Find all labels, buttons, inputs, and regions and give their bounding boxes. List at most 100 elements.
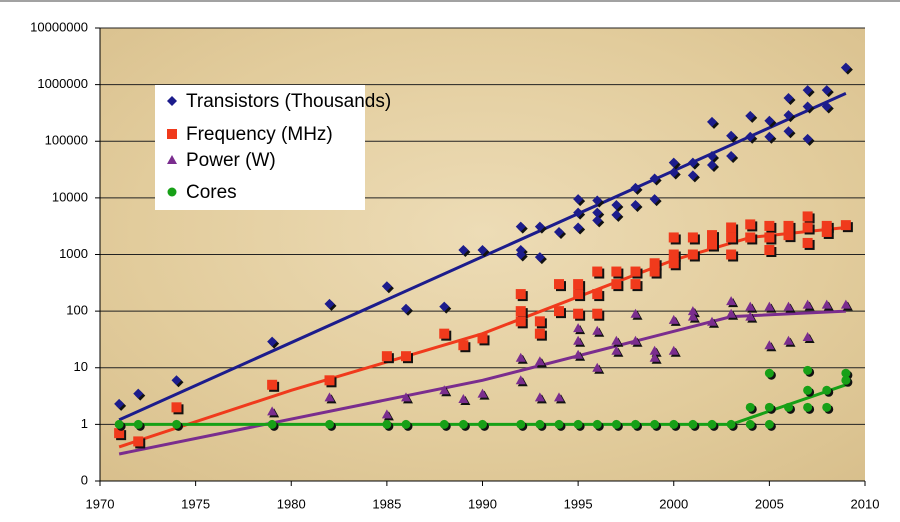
legend-label: Transistors (Thousands) (186, 91, 391, 112)
point (439, 328, 450, 339)
point (592, 289, 603, 300)
point (764, 419, 774, 429)
point (133, 419, 143, 429)
point (650, 419, 660, 429)
point (554, 306, 564, 317)
point (630, 279, 641, 290)
legend-marker (167, 129, 177, 139)
point (515, 375, 526, 385)
point (381, 351, 392, 362)
point (534, 316, 545, 327)
y-tick-label: 10000000 (30, 19, 88, 34)
point (439, 301, 450, 312)
point (458, 340, 469, 351)
point (726, 232, 737, 243)
point (783, 93, 794, 104)
point (267, 419, 277, 429)
point (515, 316, 526, 327)
point (382, 419, 392, 429)
point (477, 333, 488, 344)
point (649, 266, 660, 277)
point (515, 289, 526, 300)
point (534, 221, 545, 232)
point (745, 311, 756, 321)
point (171, 402, 182, 413)
point (803, 402, 813, 412)
point (764, 368, 774, 378)
point (668, 157, 679, 168)
point (745, 110, 756, 121)
point (611, 335, 622, 345)
point (707, 116, 717, 127)
point (841, 368, 851, 378)
point (114, 428, 125, 439)
y-tick-label: 1 (81, 416, 88, 431)
y-tick-label: 10 (74, 359, 88, 374)
point (592, 195, 603, 206)
point (267, 406, 278, 416)
point (821, 220, 832, 231)
point (478, 419, 487, 429)
point (573, 222, 584, 233)
point (687, 311, 698, 321)
point (764, 220, 775, 231)
point (726, 222, 737, 233)
y-tick-label: 1000000 (37, 76, 88, 91)
point (381, 281, 392, 292)
point (573, 349, 584, 359)
x-tick-label: 1970 (86, 496, 115, 511)
point (668, 249, 679, 260)
point (783, 230, 794, 241)
point (573, 289, 584, 300)
point (592, 215, 603, 226)
point (515, 249, 526, 260)
point (802, 222, 813, 233)
point (535, 419, 545, 429)
point (477, 245, 488, 256)
point (802, 211, 813, 222)
point (784, 402, 793, 412)
point (381, 409, 392, 419)
point (707, 160, 717, 171)
legend-box (155, 85, 365, 210)
point (172, 419, 181, 429)
point (649, 173, 660, 184)
point (745, 232, 756, 243)
point (458, 245, 469, 256)
point (783, 110, 794, 121)
x-tick-label: 1980 (277, 496, 306, 511)
point (687, 232, 698, 243)
point (821, 85, 832, 96)
point (401, 419, 411, 429)
legend-label: Cores (186, 182, 237, 203)
point (630, 199, 641, 210)
y-tick-label: 100 (66, 303, 88, 318)
point (554, 279, 564, 290)
x-tick-label: 1995 (564, 496, 593, 511)
legend-marker (167, 96, 177, 106)
legend-marker (167, 155, 177, 164)
point (840, 220, 851, 231)
point (687, 170, 698, 181)
point (573, 308, 584, 319)
point (631, 419, 640, 429)
point (745, 419, 755, 429)
point (439, 385, 450, 395)
point (840, 299, 851, 309)
point (573, 194, 584, 205)
point (630, 266, 641, 277)
point (688, 419, 698, 429)
y-tick-label: 1000 (59, 246, 88, 261)
point (573, 335, 584, 345)
point (668, 232, 679, 243)
point (133, 388, 144, 399)
point (726, 150, 737, 161)
legend-label: Power (W) (186, 150, 276, 171)
point (764, 131, 775, 142)
point (439, 419, 449, 429)
point (764, 232, 775, 243)
point (515, 306, 526, 317)
point (707, 419, 717, 429)
point (114, 419, 124, 429)
point (649, 258, 660, 269)
